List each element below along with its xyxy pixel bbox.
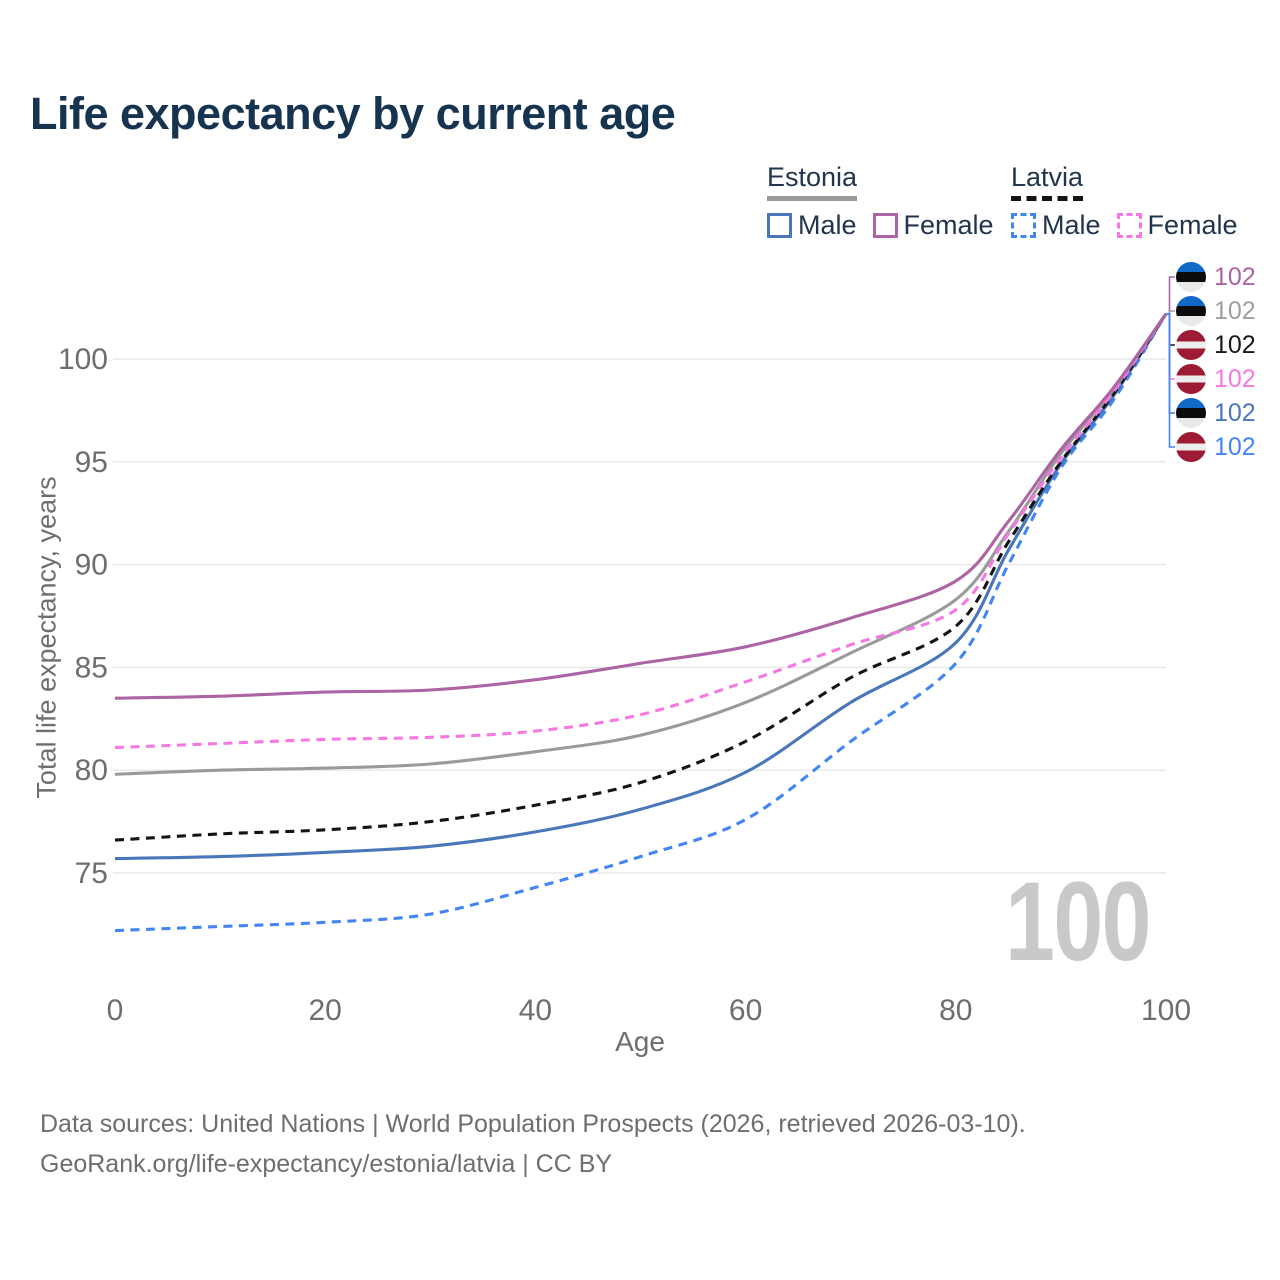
series-line-latvia_female[interactable] <box>114 312 1168 750</box>
end-value: 102 <box>1214 365 1256 393</box>
latvia-male-swatch-icon <box>1011 213 1036 238</box>
y-tick-label: 100 <box>58 343 108 376</box>
x-tick-label: 20 <box>309 994 342 1027</box>
y-axis-title: Total life expectancy, years <box>31 476 62 799</box>
estonia-flag-icon <box>1176 398 1206 428</box>
page-title: Life expectancy by current age <box>30 88 676 139</box>
y-tick-label: 75 <box>75 857 108 890</box>
end-label-estonia-male: 102 <box>1176 398 1256 428</box>
legend-item-estonia-male[interactable]: Male <box>767 210 857 241</box>
leader-line <box>1166 313 1175 346</box>
y-tick-label: 85 <box>75 651 108 684</box>
end-value: 102 <box>1214 297 1256 325</box>
series-line-estonia_male[interactable] <box>114 312 1168 861</box>
legend-label-latvia-male: Male <box>1042 210 1101 240</box>
age-counter-watermark: 100 <box>1005 859 1151 984</box>
x-tick-label: 100 <box>1141 994 1191 1027</box>
x-tick-label: 0 <box>107 994 124 1027</box>
end-label-latvia-female: 102 <box>1176 364 1256 394</box>
legend-label-latvia-female: Female <box>1147 210 1238 240</box>
legend-row-estonia: Male Female <box>767 210 994 241</box>
x-tick-label: 80 <box>939 994 972 1027</box>
legend-row-latvia: Male Female <box>1011 210 1238 241</box>
end-label-latvia-total: 102 <box>1176 330 1256 360</box>
latvia-flag-icon <box>1176 364 1206 394</box>
x-axis-title: Age <box>615 1026 665 1057</box>
legend-item-latvia-male[interactable]: Male <box>1011 210 1101 241</box>
source-url-line: GeoRank.org/life-expectancy/estonia/latv… <box>40 1150 613 1178</box>
legend-country-estonia[interactable]: Estonia <box>767 162 858 201</box>
legend-group-latvia: Latvia Male Female <box>1011 162 1238 241</box>
leader-line <box>1166 276 1175 315</box>
leader-line <box>1166 313 1175 414</box>
y-tick-label: 95 <box>75 446 108 479</box>
end-label-leader-lines <box>1166 276 1175 448</box>
series-line-estonia_female[interactable] <box>114 312 1168 700</box>
series-line-latvia_total[interactable] <box>114 312 1168 842</box>
y-tick-label: 80 <box>75 754 108 787</box>
end-value: 102 <box>1214 263 1256 291</box>
x-tick-label: 40 <box>519 994 552 1027</box>
estonia-flag-icon <box>1176 296 1206 326</box>
end-value: 102 <box>1214 433 1256 461</box>
x-tick-label: 60 <box>729 994 762 1027</box>
series-lines <box>114 312 1168 933</box>
end-value: 102 <box>1214 399 1256 427</box>
series-line-estonia_total[interactable] <box>114 312 1168 776</box>
end-label-latvia-male: 102 <box>1176 432 1256 462</box>
attribution-footer: Data sources: United Nations | World Pop… <box>40 1104 1026 1184</box>
estonia-female-swatch-icon <box>872 213 898 238</box>
legend-country-latvia[interactable]: Latvia <box>1011 162 1084 201</box>
data-sources-line: Data sources: United Nations | World Pop… <box>40 1110 1026 1138</box>
series-line-latvia_male[interactable] <box>114 312 1168 933</box>
gridlines <box>113 358 1166 874</box>
legend-item-estonia-female[interactable]: Female <box>872 210 994 241</box>
legend-label-estonia-male: Male <box>798 210 857 240</box>
latvia-female-swatch-icon <box>1116 213 1142 238</box>
latvia-flag-icon <box>1176 432 1206 462</box>
legend-group-estonia: Estonia Male Female <box>767 162 994 241</box>
x-axis-ticks: 0 20 40 60 80 100 <box>107 994 1191 1027</box>
end-label-estonia-total: 102 <box>1176 296 1256 326</box>
legend-label-estonia-female: Female <box>903 210 994 240</box>
estonia-male-swatch-icon <box>767 213 792 238</box>
legend-item-latvia-female[interactable]: Female <box>1116 210 1238 241</box>
end-label-estonia-female: 102 <box>1176 262 1256 292</box>
estonia-flag-icon <box>1176 262 1206 292</box>
leader-line <box>1166 313 1175 380</box>
y-axis-ticks: 75 80 85 90 95 100 <box>58 343 108 890</box>
y-tick-label: 90 <box>75 549 108 582</box>
end-value: 102 <box>1214 331 1256 359</box>
latvia-flag-icon <box>1176 330 1206 360</box>
leader-line <box>1166 313 1175 448</box>
